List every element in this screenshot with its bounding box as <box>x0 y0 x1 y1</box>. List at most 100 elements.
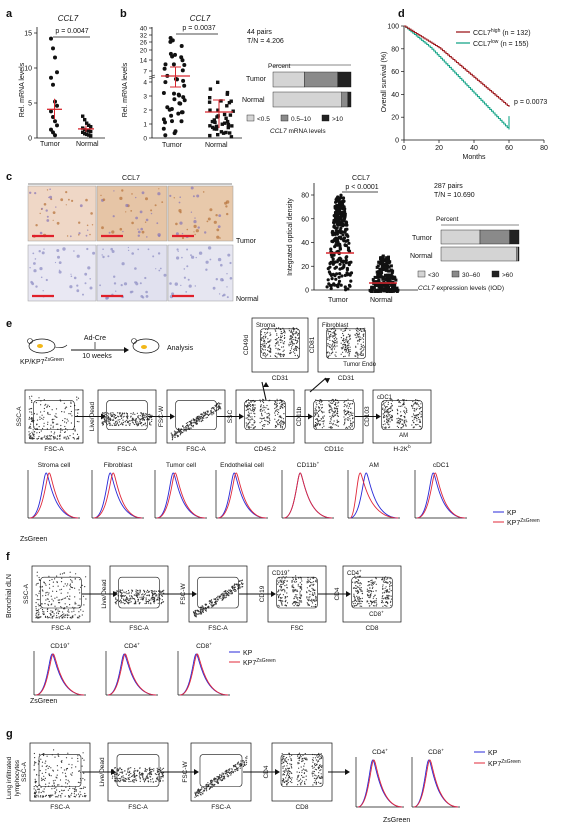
gate-plot-xlabel: FSC-A <box>44 446 64 453</box>
panel-b-point-normal <box>225 104 229 108</box>
gate-plot-event <box>413 414 415 416</box>
gate-plot-event <box>334 330 336 332</box>
gate-plot-event <box>260 334 262 336</box>
panel-b-point-tumor <box>168 39 173 44</box>
panel-c-point-normal <box>376 275 380 279</box>
gate-plot-event <box>270 334 272 336</box>
gate-plot-event <box>54 431 56 433</box>
panel-c-ihc-cell <box>55 206 57 208</box>
panel-a-point-normal <box>85 128 89 132</box>
gate-plot-event <box>38 576 40 579</box>
gate-plot-event <box>215 599 217 601</box>
gate-plot-event <box>129 776 131 779</box>
gate-plot-event <box>73 793 75 795</box>
gate-plot-event <box>51 409 53 411</box>
gate-plot-event <box>260 408 262 410</box>
gate-plot-event <box>260 331 263 333</box>
panel-c-point-tumor <box>339 223 343 227</box>
gate-plot-event <box>315 581 317 583</box>
gate-plot-event <box>143 596 145 599</box>
gate-plot-event <box>149 770 151 772</box>
panel-c-ihc-cell <box>193 224 197 228</box>
gate-plot-event <box>345 414 347 416</box>
panel-b-row-tumor: Tumor <box>246 76 267 83</box>
gate-plot-event <box>132 412 134 414</box>
gate-plot-event <box>315 579 317 581</box>
panel-c-point-tumor <box>328 272 332 276</box>
gate-plot-event <box>334 404 337 406</box>
panel-b-point-tumor <box>172 91 176 96</box>
gate-plot-event <box>234 770 236 773</box>
gate-plot-event <box>217 778 220 780</box>
gate-plot-event <box>222 594 224 597</box>
gate-plot-event <box>361 337 363 339</box>
gate-plot-event <box>281 597 283 599</box>
gate-plot-event <box>77 755 79 757</box>
gate-plot-event <box>270 339 272 341</box>
panel-c-point-tumor <box>349 260 353 264</box>
gate-plot-event <box>331 427 333 429</box>
panel-a-ytick-label: 10 <box>24 66 32 73</box>
gate-plot-event <box>162 590 164 592</box>
gate-plot-event <box>66 606 68 608</box>
panel-c-stack-segment <box>440 229 481 245</box>
gate-label: Tumor Endo <box>343 362 376 368</box>
gate-plot-event <box>306 587 308 589</box>
gate-plot-event <box>42 795 45 797</box>
gate-plot-event <box>116 599 118 601</box>
panel-c-ihc-cell <box>218 293 221 295</box>
panel-c-ihc-cell <box>192 195 195 198</box>
gate-plot-event <box>345 337 348 339</box>
gate-plot-event <box>368 581 370 583</box>
gate-plot-event <box>45 594 47 597</box>
gate-plot-event <box>210 604 212 606</box>
panel-a-point-tumor <box>49 75 53 80</box>
gate-plot-event <box>48 583 51 585</box>
gate-plot-event <box>267 346 269 349</box>
gate-plot-event <box>64 614 67 616</box>
gate-plot-event <box>267 341 269 343</box>
gate-plot-event <box>396 421 398 423</box>
gate-plot-event <box>384 577 386 579</box>
gate-region <box>116 754 160 787</box>
gate-plot-event <box>32 433 34 435</box>
gate-plot-event <box>216 598 218 601</box>
panel-c-ihc-cell <box>157 192 161 196</box>
gate-plot-event <box>147 594 149 596</box>
gate-plot-event <box>280 332 282 334</box>
gate-plot-event <box>227 776 229 778</box>
gate-plot-event <box>340 353 342 355</box>
gate-plot-event <box>127 418 129 420</box>
panel-c-ihc-cell <box>194 217 196 219</box>
gate-plot-event <box>143 778 145 780</box>
gate-plot-event <box>358 335 360 337</box>
gate-plot-event <box>320 418 322 420</box>
gate-plot-event <box>210 782 212 784</box>
gate-plot-event <box>283 403 285 405</box>
gate-plot-event <box>198 420 200 422</box>
panel-c-ihc-cell <box>225 205 228 208</box>
gate-plot-event <box>403 419 405 421</box>
gate-plot-event <box>59 589 61 591</box>
gate-plot-event <box>135 591 137 593</box>
gate-plot-event <box>344 346 346 348</box>
panel-c-ihc-cell <box>39 231 43 235</box>
gate-plot-event <box>242 760 245 762</box>
panel-c-ihc-cell <box>195 256 197 259</box>
gate-plot-event <box>69 584 71 587</box>
panel-c-point-normal <box>391 269 395 273</box>
gate-plot-event <box>71 764 73 766</box>
panel-c-point-tumor <box>338 262 342 266</box>
gate-plot-event <box>280 601 282 603</box>
gate-plot-event <box>139 415 141 417</box>
gate-plot-event <box>78 617 80 619</box>
gate-plot-event <box>136 594 138 596</box>
gate-plot-event <box>48 405 51 408</box>
panel-c-point-normal <box>394 278 398 282</box>
gate-plot-event <box>75 790 77 792</box>
gate-plot-event <box>124 595 126 597</box>
gate-plot-event <box>333 335 335 337</box>
panel-c-point-tumor <box>346 287 350 291</box>
gate-plot-event <box>308 604 310 607</box>
gate-plot-event <box>402 419 404 421</box>
